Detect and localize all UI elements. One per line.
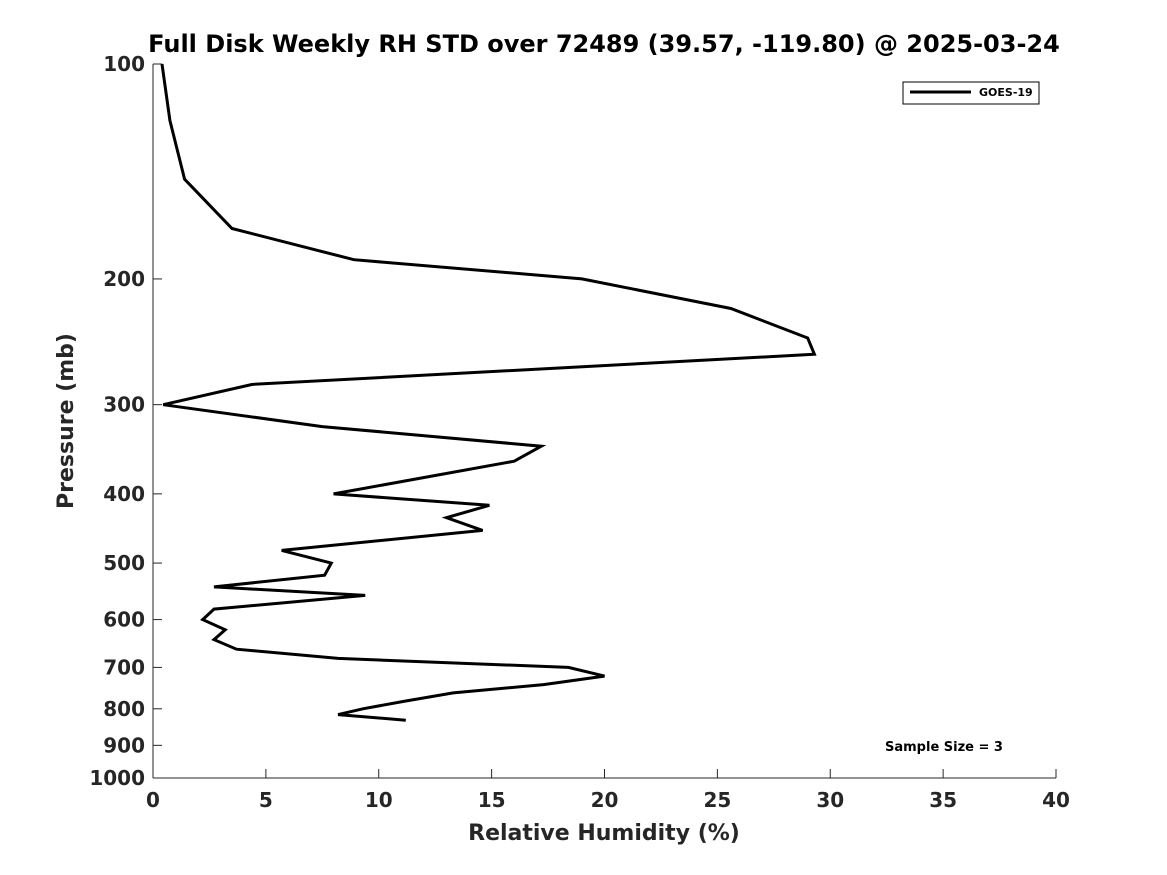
x-axis-label: Relative Humidity (%) bbox=[468, 821, 740, 846]
y-tick-label-900: 900 bbox=[103, 733, 145, 757]
y-tick-label-200: 200 bbox=[103, 267, 145, 291]
x-tick-label-20: 20 bbox=[591, 788, 619, 812]
sample-size-annotation: Sample Size = 3 bbox=[885, 740, 1003, 755]
x-tick-label-35: 35 bbox=[929, 788, 957, 812]
x-tick-label-15: 15 bbox=[478, 788, 506, 812]
legend-entry-goes-19: GOES-19 bbox=[979, 86, 1033, 99]
x-tick-label-0: 0 bbox=[146, 788, 160, 812]
x-tick-label-30: 30 bbox=[816, 788, 844, 812]
y-tick-label-1000: 1000 bbox=[89, 766, 145, 790]
y-tick-label-800: 800 bbox=[103, 697, 145, 721]
chart-title: Full Disk Weekly RH STD over 72489 (39.5… bbox=[148, 30, 1060, 58]
y-tick-label-600: 600 bbox=[103, 608, 145, 632]
x-tick-label-5: 5 bbox=[259, 788, 273, 812]
y-tick-label-700: 700 bbox=[103, 655, 145, 679]
y-tick-label-300: 300 bbox=[103, 393, 145, 417]
x-tick-label-10: 10 bbox=[365, 788, 393, 812]
y-tick-label-100: 100 bbox=[103, 52, 145, 76]
plot-area: 0 5 10 15 20 25 30 35 40 100 200 300 400 500 600 700 800… bbox=[89, 52, 1070, 812]
y-tick-label-400: 400 bbox=[103, 482, 145, 506]
y-axis-label: Pressure (mb) bbox=[54, 333, 79, 509]
series-line-goes-19 bbox=[160, 63, 817, 722]
x-tick-label-25: 25 bbox=[703, 788, 731, 812]
x-tick-label-40: 40 bbox=[1042, 788, 1070, 812]
y-tick-label-500: 500 bbox=[103, 551, 145, 575]
